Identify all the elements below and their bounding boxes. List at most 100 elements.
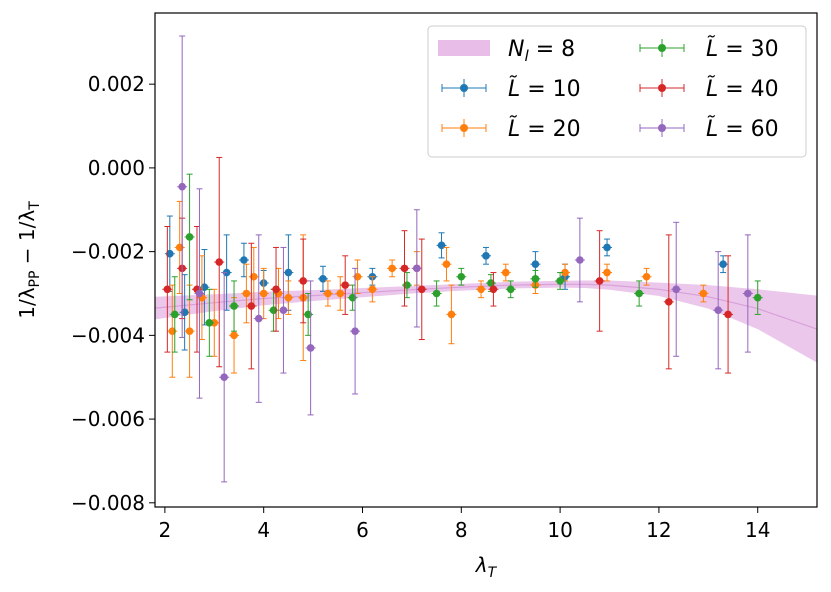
data-point: [167, 284, 178, 378]
legend-label-main: L̃: [706, 76, 718, 102]
y-label-part: PP: [27, 271, 43, 288]
legend-label-rest: = 10: [520, 77, 580, 102]
point-marker: [195, 289, 204, 298]
point-marker: [269, 306, 278, 315]
legend-label-rest: = 20: [520, 117, 580, 142]
point-marker: [304, 310, 312, 319]
point-marker: [247, 302, 256, 310]
data-point: [350, 267, 361, 395]
legend-marker: [658, 44, 666, 52]
legend-entry: Nl = 8: [438, 37, 575, 65]
data-point: [431, 280, 442, 307]
point-marker: [603, 243, 611, 252]
data-point: [283, 280, 294, 315]
data-point: [194, 188, 205, 399]
data-point: [305, 280, 316, 416]
point-marker: [413, 264, 421, 273]
x-tick-label: 12: [646, 518, 671, 542]
point-marker: [437, 241, 446, 250]
data-point: [258, 267, 269, 320]
legend-label-main: L̃: [706, 36, 718, 62]
x-tick-label: 14: [745, 518, 770, 542]
legend-label-main: N: [508, 37, 524, 62]
data-point: [663, 234, 674, 370]
data-point: [340, 255, 351, 315]
legend-marker: [658, 124, 666, 132]
point-marker: [664, 298, 673, 306]
y-tick-label: −0.004: [71, 323, 145, 347]
point-marker: [185, 233, 194, 241]
data-series: [162, 35, 763, 483]
data-point: [500, 263, 511, 282]
point-marker: [642, 272, 651, 281]
point-marker: [501, 268, 510, 277]
point-marker: [719, 260, 727, 268]
data-point: [641, 267, 652, 286]
point-marker: [603, 268, 611, 277]
y-label-part: T: [27, 201, 43, 211]
data-point: [574, 217, 585, 303]
point-marker: [432, 289, 441, 298]
legend-label-rest: = 60: [718, 117, 778, 142]
point-marker: [506, 285, 515, 294]
y-tick-label: −0.008: [71, 491, 145, 515]
data-point: [399, 230, 410, 307]
data-point: [718, 255, 729, 274]
data-point: [271, 246, 282, 332]
legend: Nl = 8L̃ = 10L̃ = 20L̃ = 30L̃ = 40L̃ = 6…: [427, 25, 807, 158]
point-marker: [259, 289, 268, 298]
y-tick-label: −0.006: [71, 407, 145, 431]
point-marker: [447, 310, 456, 319]
legend-box: [427, 25, 807, 158]
point-marker: [351, 327, 359, 335]
legend-label-sub: l: [524, 47, 529, 65]
point-marker: [168, 327, 177, 335]
x-tick-label: 2: [159, 518, 172, 542]
data-point: [322, 280, 333, 307]
point-marker: [341, 281, 350, 289]
point-marker: [220, 373, 228, 382]
data-point: [602, 263, 613, 282]
data-point: [196, 255, 207, 341]
data-point: [162, 226, 173, 353]
point-marker: [576, 256, 584, 264]
legend-entry: L̃ = 10: [441, 76, 581, 102]
point-marker: [348, 293, 357, 302]
point-marker: [561, 268, 569, 277]
legend-label: L̃ = 30: [706, 36, 779, 62]
legend-label: L̃ = 20: [508, 116, 581, 142]
data-point: [238, 242, 249, 278]
data-point: [367, 276, 378, 303]
point-marker: [178, 182, 186, 191]
point-marker: [531, 260, 540, 268]
data-point: [723, 255, 734, 374]
point-marker: [417, 285, 426, 294]
legend-label: Nl = 8: [508, 37, 575, 65]
point-marker: [250, 272, 258, 281]
data-point: [505, 280, 516, 299]
legend-entry: L̃ = 30: [639, 36, 779, 62]
legend-label-main: L̃: [508, 76, 520, 102]
point-marker: [672, 285, 681, 294]
data-point: [335, 276, 346, 311]
data-point: [219, 272, 230, 483]
point-marker: [185, 327, 194, 335]
data-point: [752, 280, 763, 315]
point-marker: [230, 302, 238, 310]
data-point: [602, 238, 613, 257]
data-point: [713, 251, 724, 370]
x-axis-label: λT: [475, 553, 498, 581]
y-tick-label: 0.002: [88, 72, 145, 96]
series-5: [177, 35, 753, 483]
point-marker: [299, 277, 308, 285]
x-tick-label: 8: [455, 518, 468, 542]
legend-marker: [658, 84, 666, 92]
y-tick-label: 0.000: [88, 156, 145, 180]
legend-label: L̃ = 60: [706, 116, 779, 142]
data-point: [530, 269, 541, 288]
point-marker: [284, 268, 293, 277]
data-point: [488, 272, 499, 307]
point-marker: [635, 289, 643, 298]
x-tick-label: 6: [356, 518, 369, 542]
